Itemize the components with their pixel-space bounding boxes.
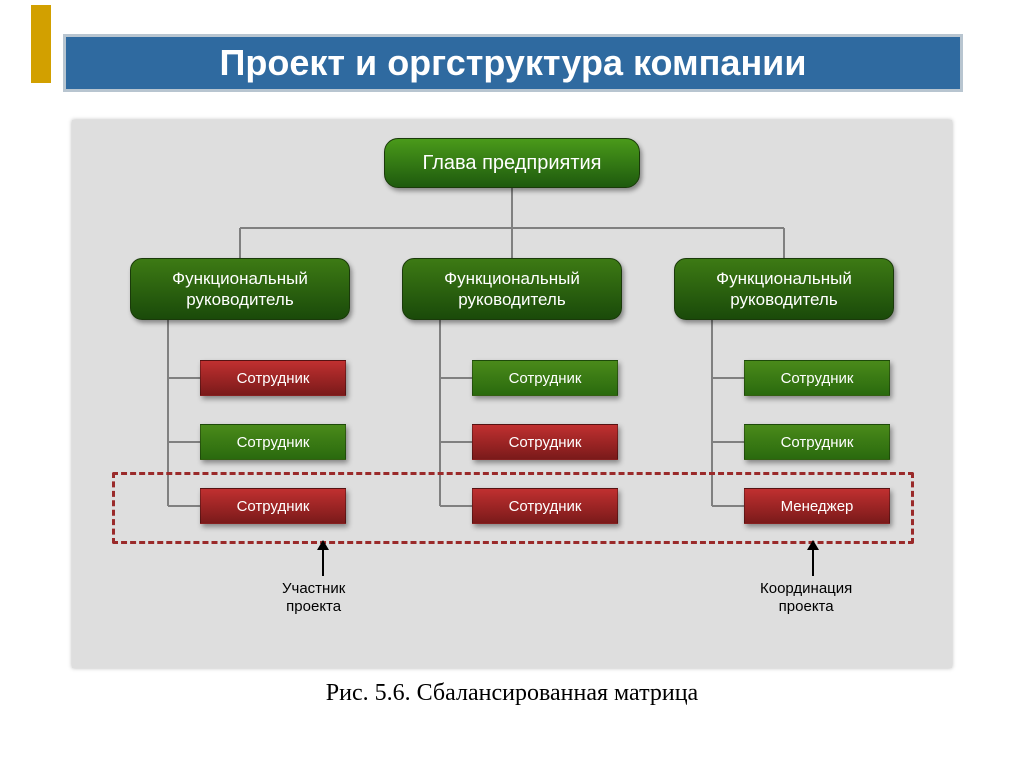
figure-caption: Рис. 5.6. Сбалансированная матрица [0,680,1024,707]
node-employee: Сотрудник [200,424,346,460]
node-employee-label: Сотрудник [509,434,582,451]
arrow-participant [322,548,324,576]
node-head: Глава предприятия [384,138,640,188]
label-coordination: Координацияпроекта [760,580,852,616]
arrow-coordination [812,548,814,576]
node-employee: Сотрудник [472,424,618,460]
accent-bar [31,5,51,83]
node-manager-label: Функциональныйруководитель [716,268,852,311]
node-employee-label: Сотрудник [781,370,854,387]
node-manager: Функциональныйруководитель [130,258,350,320]
node-employee: Сотрудник [200,360,346,396]
node-manager: Функциональныйруководитель [402,258,622,320]
project-box [112,472,914,544]
node-employee-label: Сотрудник [237,434,310,451]
label-participant: Участникпроекта [282,580,345,616]
node-employee-label: Сотрудник [781,434,854,451]
node-employee: Сотрудник [744,360,890,396]
node-employee: Сотрудник [472,360,618,396]
org-chart: Глава предприятия Функциональныйруководи… [72,120,952,668]
title-bar: Проект и оргструктура компании [63,34,963,92]
node-employee-label: Сотрудник [509,370,582,387]
node-manager-label: Функциональныйруководитель [172,268,308,311]
node-employee-label: Сотрудник [237,370,310,387]
node-employee: Сотрудник [744,424,890,460]
node-manager-label: Функциональныйруководитель [444,268,580,311]
node-head-label: Глава предприятия [422,152,601,175]
page-title: Проект и оргструктура компании [220,42,807,84]
node-manager: Функциональныйруководитель [674,258,894,320]
